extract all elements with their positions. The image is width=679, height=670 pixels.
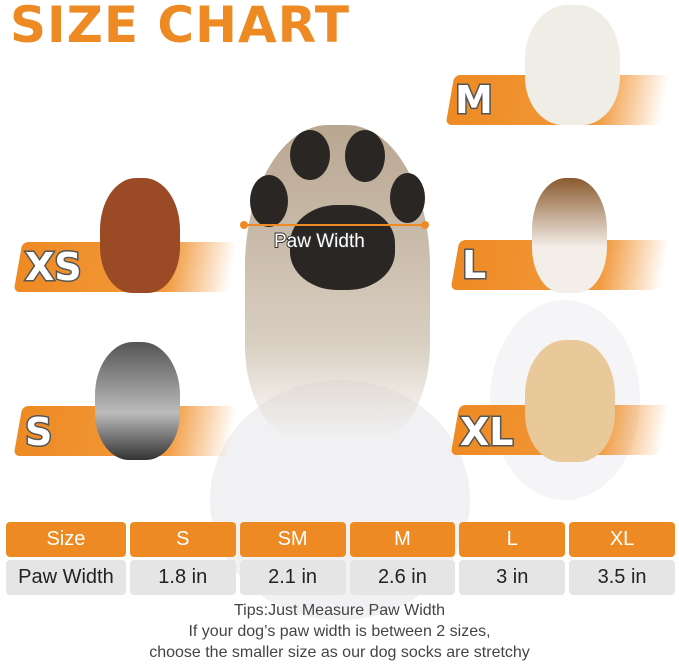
page-title: SIZE CHART [10, 0, 351, 54]
header-cell: Size [6, 522, 126, 557]
size-label-m: M [454, 77, 495, 124]
size-label-s: S [23, 409, 53, 456]
dog-beagle [532, 178, 607, 293]
tips-line: If your dog’s paw width is between 2 siz… [188, 623, 491, 640]
size-label-l: L [460, 242, 487, 289]
value-cell: Paw Width [6, 560, 126, 595]
dog-paw-photo [245, 125, 430, 440]
tips-line: Tips:Just Measure Paw Width [233, 602, 446, 619]
header-cell: XL [569, 522, 675, 557]
size-header-row: Size S SM M L XL [6, 522, 675, 557]
dog-schnauzer [95, 342, 180, 460]
paw-width-row: Paw Width 1.8 in 2.1 in 2.6 in 3 in 3.5 … [6, 560, 675, 595]
tips-line: choose the smaller size as our dog socks… [149, 644, 530, 661]
tips-text: Tips:Just Measure Paw Width If your dog’… [0, 600, 679, 663]
value-cell: 2.6 in [349, 560, 456, 595]
paw-width-label: Paw Width [273, 230, 366, 253]
value-cell: 3.5 in [569, 560, 675, 595]
header-cell: M [349, 522, 456, 557]
dog-labrador [525, 340, 615, 462]
size-label-xs: XS [24, 244, 84, 291]
header-cell: S [129, 522, 236, 557]
value-cell: 3 in [459, 560, 566, 595]
header-cell: L [459, 522, 566, 557]
size-table: Size S SM M L XL Paw Width 1.8 in 2.1 in… [2, 519, 679, 598]
dog-french-bulldog [525, 5, 620, 125]
value-cell: 1.8 in [129, 560, 236, 595]
paw-width-measure-line [240, 221, 429, 229]
header-cell: SM [239, 522, 346, 557]
value-cell: 2.1 in [239, 560, 346, 595]
size-label-xl: XL [459, 409, 515, 456]
dog-poodle [100, 178, 180, 293]
